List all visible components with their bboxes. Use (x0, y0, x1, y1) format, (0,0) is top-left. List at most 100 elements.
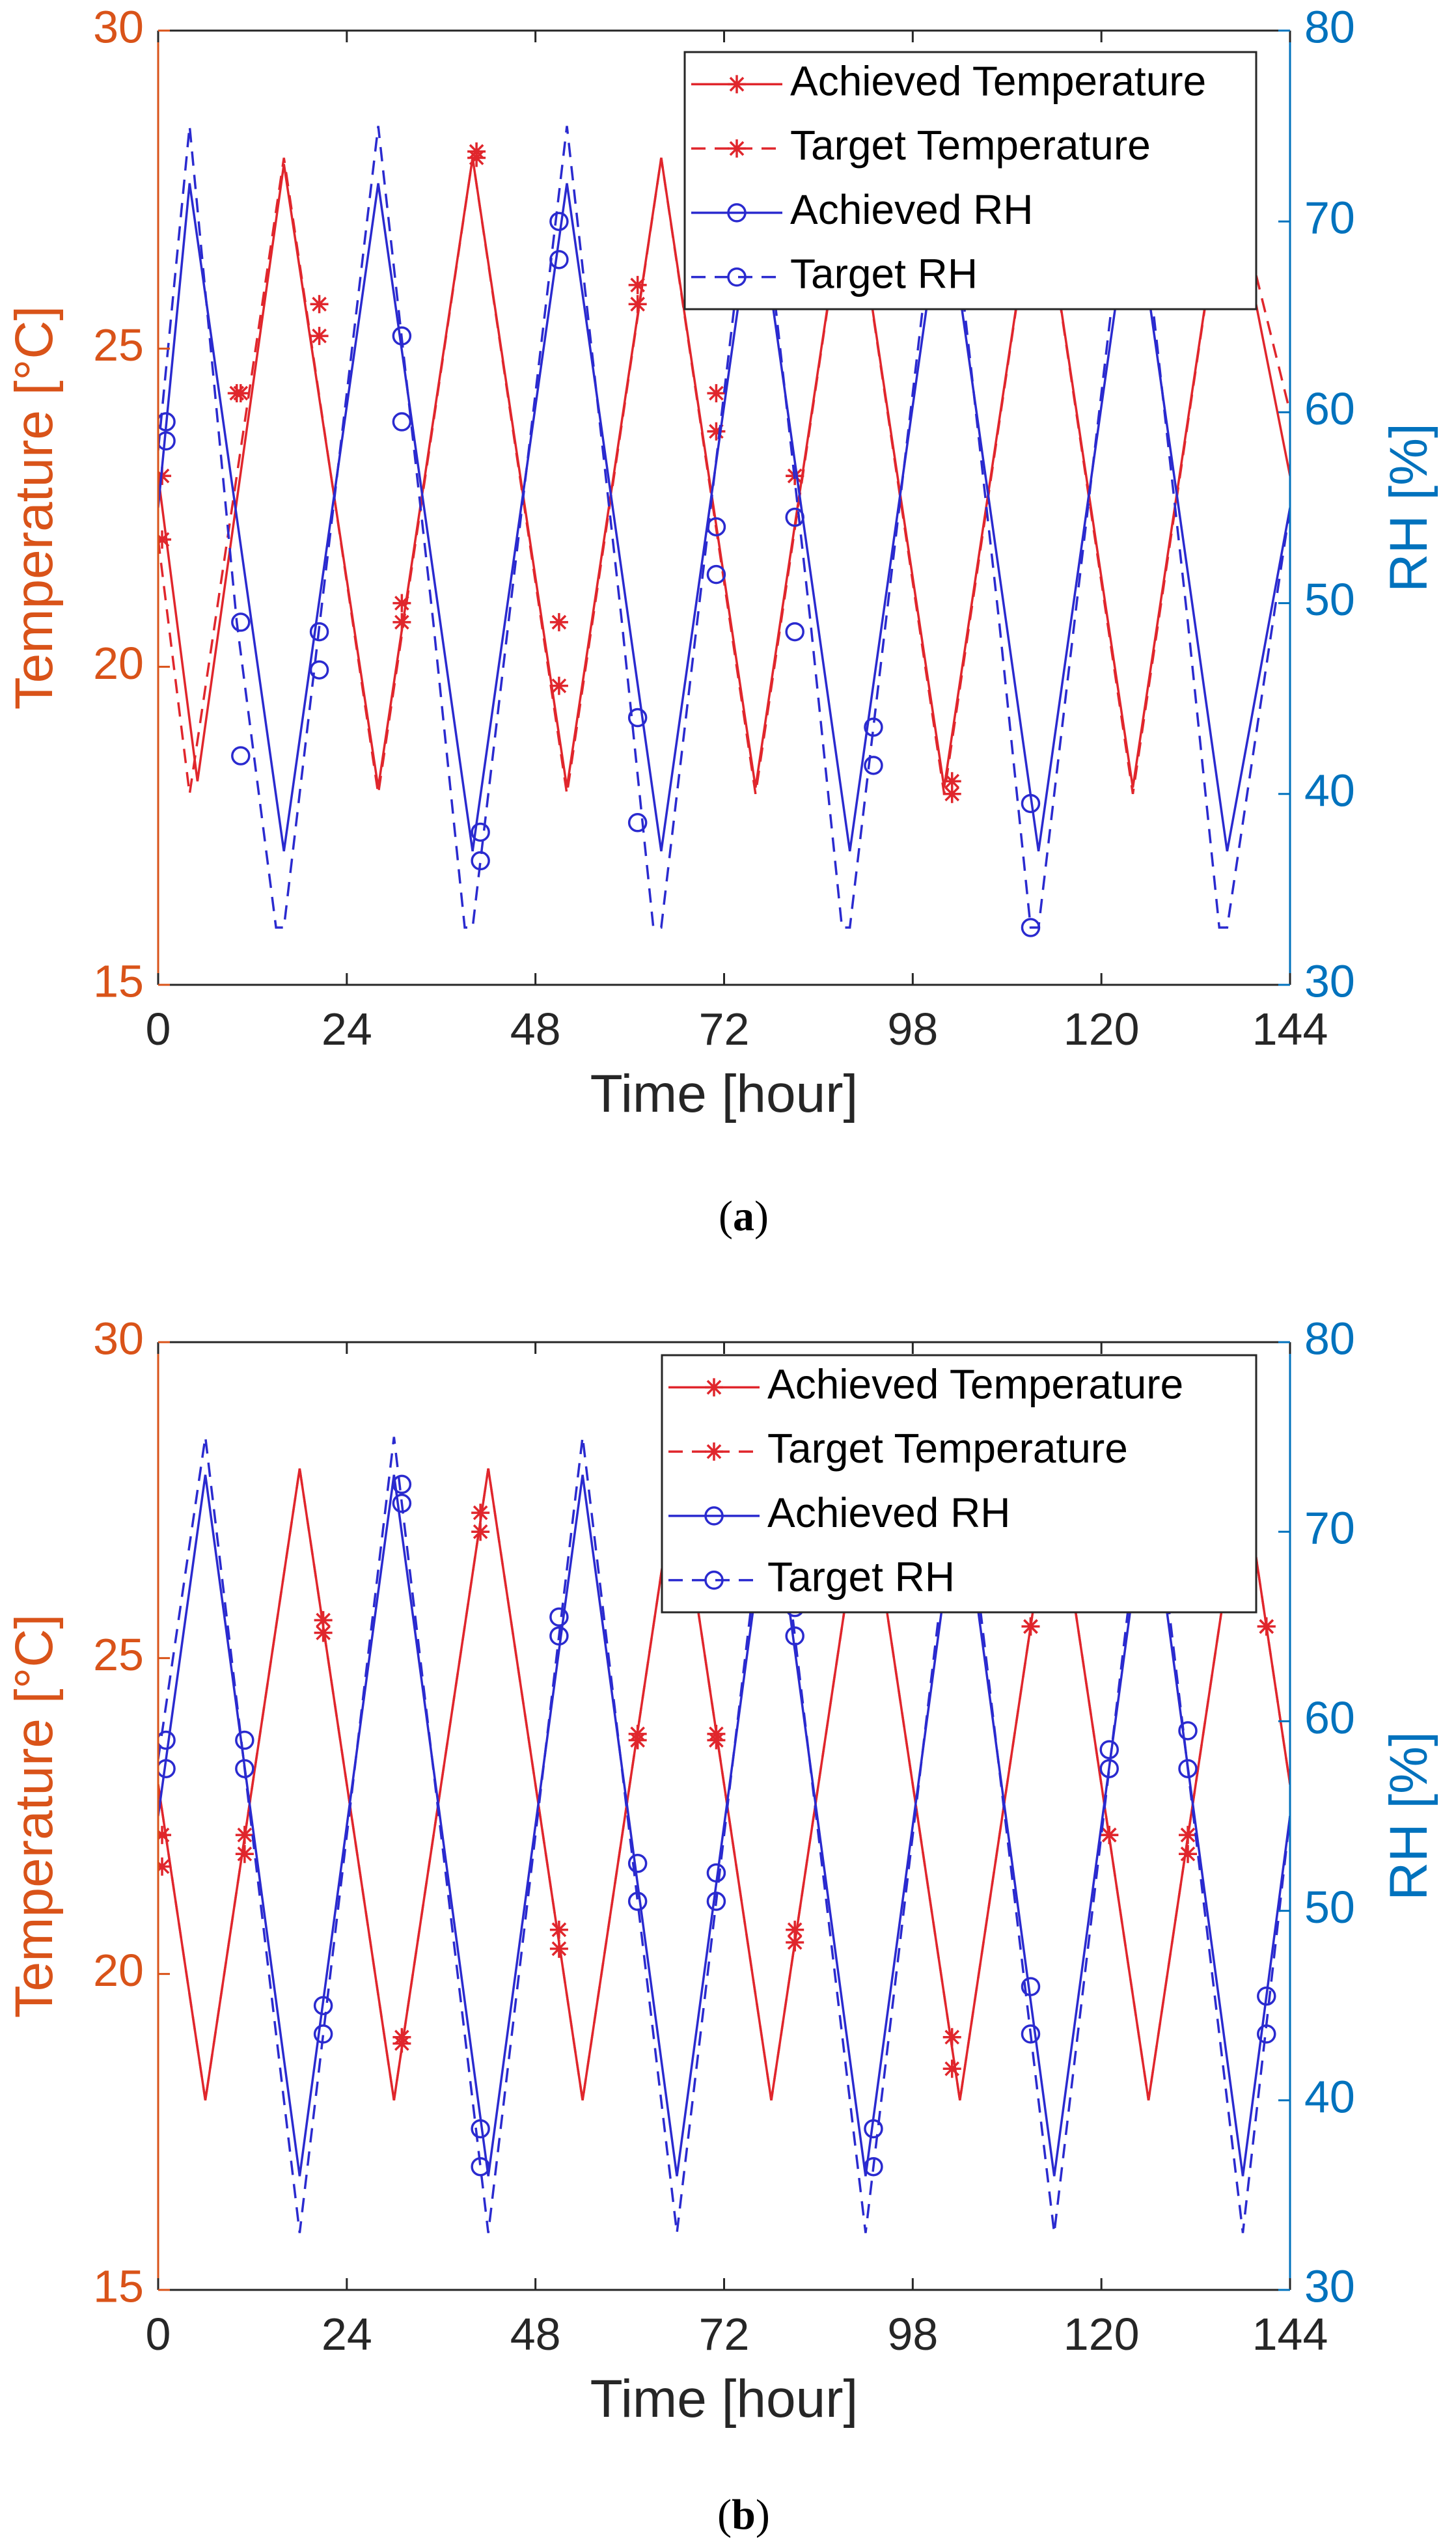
x-tick-label: 48 (510, 1004, 561, 1054)
left-y-tick-label: 25 (93, 320, 144, 370)
target-temperature-marker (471, 1522, 490, 1541)
achieved-rh-marker (392, 1474, 412, 1494)
target-temperature-marker (310, 327, 329, 346)
achieved-temperature-marker (158, 1826, 172, 1845)
x-tick-label: 98 (887, 1004, 938, 1054)
legend-marker (727, 267, 747, 287)
x-tick-label: 24 (322, 1004, 372, 1054)
x-tick-label: 24 (322, 2309, 372, 2360)
x-axis-title: Time [hour] (590, 2369, 858, 2429)
achieved-rh-marker (471, 822, 490, 842)
target-rh-marker (706, 1892, 726, 1911)
achieved-rh-marker (471, 2119, 490, 2139)
target-temperature-marker (707, 422, 726, 441)
target-temperature-marker (707, 1731, 726, 1750)
target-rh-marker (627, 1892, 648, 1911)
caption-letter: a (733, 1192, 754, 1240)
legend: Achieved Temperature Target Temperature Ac… (661, 1354, 1257, 1614)
x-tick-label: 0 (146, 1004, 171, 1054)
target-rh-marker (864, 756, 883, 775)
target-rh-marker (231, 746, 251, 765)
achieved-temperature-marker (942, 772, 961, 791)
caption-letter: b (732, 2491, 756, 2539)
legend-marker (704, 1570, 724, 1590)
legend-box (661, 1354, 1257, 1614)
legend-label: Achieved RH (767, 1489, 1011, 1536)
legend-label: Achieved Temperature (790, 57, 1206, 104)
target-rh-marker (549, 1626, 569, 1646)
left-y-tick-label: 25 (93, 1629, 144, 1680)
target-temperature-line (158, 1468, 1290, 2101)
right-y-tick-label: 30 (1304, 956, 1355, 1006)
achieved-rh-marker (706, 1863, 726, 1883)
legend-box (683, 51, 1257, 310)
target-rh-marker (158, 1759, 176, 1778)
target-temperature-marker (1179, 1845, 1198, 1864)
achieved-temperature-marker (1179, 1826, 1198, 1845)
target-temperature-marker (942, 2059, 961, 2078)
left-y-tick-label: 20 (93, 1945, 144, 1996)
legend-label: Target Temperature (790, 122, 1151, 169)
achieved-temperature-marker (707, 384, 726, 403)
legend-label: Target RH (767, 1554, 955, 1601)
target-rh-marker (1021, 2024, 1041, 2044)
x-tick-label: 72 (699, 1004, 750, 1054)
chart-panel-a: 0 24 48 72 98 120 144 15 20 25 30 30 40 50 60 70 80 Time … (5, 1, 1438, 1240)
target-temperature-marker (1257, 1617, 1276, 1636)
right-y-tick-label: 50 (1304, 574, 1355, 625)
target-temperature-marker (467, 142, 486, 161)
legend-marker (705, 1378, 723, 1397)
target-rh-marker (864, 2156, 883, 2177)
achieved-rh-marker (309, 622, 329, 642)
achieved-rh-marker (549, 1607, 569, 1627)
target-temperature-marker (549, 1939, 568, 1958)
right-y-tick-label: 50 (1304, 1882, 1355, 1933)
right-y-axis-title: RH [%] (1379, 423, 1438, 592)
legend-marker (728, 139, 746, 158)
target-temperature-marker (314, 1623, 333, 1642)
target-rh-marker (392, 412, 412, 432)
achieved-rh-marker (1021, 793, 1041, 814)
right-y-tick-label: 30 (1304, 2261, 1355, 2311)
target-rh-marker (471, 2156, 490, 2177)
achieved-temperature-marker (310, 295, 329, 314)
target-rh-marker (1099, 1759, 1119, 1778)
legend-label: Target RH (790, 251, 978, 297)
achieved-rh-marker (785, 507, 804, 527)
achieved-temperature-marker (158, 530, 172, 549)
left-y-tick-label: 30 (93, 1313, 144, 1364)
legend-label: Achieved Temperature (767, 1360, 1183, 1407)
achieved-rh-marker (1257, 1986, 1276, 2006)
target-temperature-marker (942, 784, 961, 803)
achieved-rh-marker (313, 1996, 333, 2015)
left-y-tick-label: 15 (93, 956, 144, 1006)
target-rh-marker (1257, 2024, 1276, 2044)
target-rh-marker (1178, 1759, 1198, 1778)
achieved-rh-marker (1099, 1740, 1119, 1759)
target-rh-marker (309, 660, 329, 680)
legend-label: Target Temperature (767, 1425, 1128, 1472)
target-rh-marker (706, 564, 726, 585)
target-rh-marker (158, 431, 176, 451)
x-tick-label: 72 (699, 2309, 750, 2360)
target-temperature-marker (786, 1933, 804, 1952)
target-temperature-marker (392, 613, 411, 631)
plot-area (158, 1437, 1290, 2233)
x-tick-label: 0 (146, 2309, 171, 2360)
right-y-tick-label: 80 (1304, 1, 1355, 52)
achieved-rh-marker (1021, 1977, 1041, 1996)
legend-marker (728, 75, 746, 94)
caption-close: ) (754, 1192, 769, 1240)
x-tick-label: 120 (1064, 2309, 1140, 2360)
right-y-tick-label: 40 (1304, 2071, 1355, 2122)
left-y-tick-label: 20 (93, 638, 144, 689)
target-temperature-marker (1100, 1826, 1119, 1845)
caption-close: ) (756, 2491, 770, 2539)
achieved-rh-marker (231, 613, 251, 632)
caption-open: ( (719, 1192, 733, 1240)
left-y-tick-label: 15 (93, 2261, 144, 2311)
target-temperature-marker (549, 676, 568, 695)
left-y-axis-title: Temperature [°C] (5, 306, 64, 710)
target-rh-marker (785, 622, 804, 642)
